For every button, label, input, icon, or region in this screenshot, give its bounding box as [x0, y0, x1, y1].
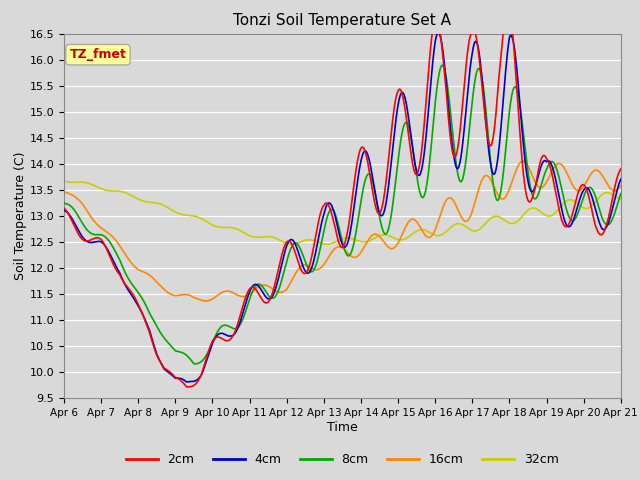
16cm: [318, 264, 326, 269]
32cm: [323, 241, 330, 247]
32cm: [617, 196, 625, 202]
4cm: [435, 30, 442, 36]
2cm: [297, 266, 305, 272]
2cm: [103, 247, 111, 253]
4cm: [183, 379, 191, 385]
16cm: [202, 298, 209, 304]
8cm: [438, 62, 446, 68]
32cm: [308, 237, 316, 243]
2cm: [126, 287, 134, 293]
4cm: [297, 257, 305, 263]
Title: Tonzi Soil Temperature Set A: Tonzi Soil Temperature Set A: [234, 13, 451, 28]
8cm: [318, 236, 326, 242]
2cm: [617, 166, 625, 172]
4cm: [103, 246, 111, 252]
2cm: [308, 252, 316, 257]
16cm: [617, 183, 625, 189]
Line: 4cm: 4cm: [64, 33, 621, 382]
Legend: 2cm, 4cm, 8cm, 16cm, 32cm: 2cm, 4cm, 8cm, 16cm, 32cm: [122, 448, 563, 471]
16cm: [126, 258, 134, 264]
4cm: [378, 213, 385, 218]
8cm: [378, 222, 385, 228]
8cm: [60, 201, 68, 206]
8cm: [126, 278, 134, 284]
2cm: [60, 205, 68, 211]
2cm: [378, 207, 385, 213]
32cm: [103, 188, 111, 193]
16cm: [308, 265, 316, 271]
16cm: [519, 158, 527, 164]
4cm: [126, 289, 134, 295]
Line: 8cm: 8cm: [64, 65, 621, 364]
2cm: [504, 3, 512, 9]
32cm: [60, 178, 68, 184]
4cm: [617, 176, 625, 182]
8cm: [308, 269, 316, 275]
4cm: [60, 208, 68, 214]
X-axis label: Time: Time: [327, 421, 358, 434]
8cm: [190, 361, 198, 367]
Line: 32cm: 32cm: [64, 181, 621, 244]
Line: 16cm: 16cm: [64, 161, 621, 301]
Line: 2cm: 2cm: [64, 6, 621, 387]
16cm: [297, 264, 305, 270]
32cm: [296, 239, 304, 245]
2cm: [183, 384, 191, 390]
4cm: [308, 264, 316, 269]
16cm: [378, 236, 385, 241]
32cm: [126, 192, 134, 197]
32cm: [378, 232, 385, 238]
16cm: [103, 229, 111, 235]
Text: TZ_fmet: TZ_fmet: [70, 48, 127, 61]
32cm: [318, 240, 326, 246]
8cm: [297, 247, 305, 252]
8cm: [617, 191, 625, 197]
Y-axis label: Soil Temperature (C): Soil Temperature (C): [13, 152, 27, 280]
4cm: [318, 217, 326, 223]
8cm: [103, 236, 111, 241]
2cm: [318, 205, 326, 211]
16cm: [60, 189, 68, 194]
